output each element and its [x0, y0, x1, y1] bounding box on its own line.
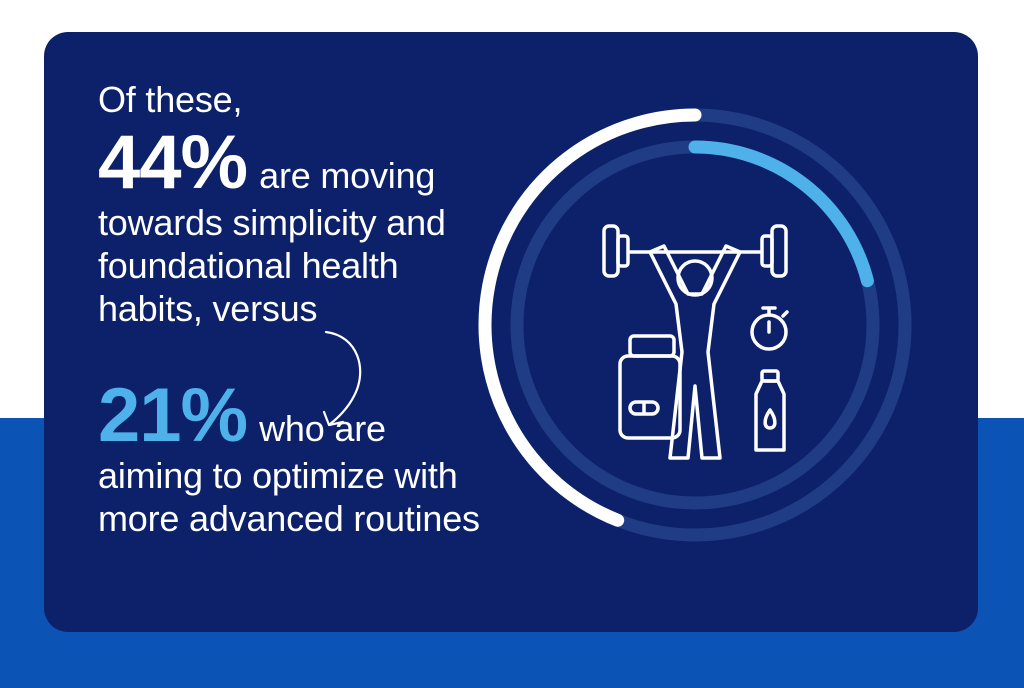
- stat-44-row: 44% are moving: [98, 125, 518, 201]
- inner-progress-ring: [688, 140, 874, 288]
- stat-21-text-line-1: who are: [259, 408, 386, 449]
- stat-44-text-line-1: are moving: [259, 155, 436, 196]
- curved-arrow-icon: [322, 330, 362, 427]
- stat-21-value: 21%: [98, 373, 248, 458]
- stat-44-value: 44%: [98, 120, 248, 205]
- stat-21-text-line-2: aiming to optimize with: [98, 455, 458, 496]
- supplement-jar-icon: [618, 334, 682, 440]
- weightlifter-icon: [602, 224, 788, 460]
- text-column: Of these, 44% are moving towards simplic…: [98, 78, 518, 540]
- stat-44-text-line-3: foundational health: [98, 245, 399, 286]
- stat-21-text-line-3: more advanced routines: [98, 498, 480, 539]
- stopwatch-icon: [750, 306, 789, 351]
- water-bottle-icon: [754, 369, 786, 452]
- progress-rings-visual: [478, 108, 912, 542]
- outer-progress-ring: [478, 108, 702, 527]
- intro-text: Of these,: [98, 79, 243, 120]
- stat-44-text-line-2: towards simplicity and: [98, 202, 446, 243]
- stat-21-row: 21% who are: [98, 378, 518, 454]
- stat-44-text-line-4: habits, versus: [98, 288, 318, 329]
